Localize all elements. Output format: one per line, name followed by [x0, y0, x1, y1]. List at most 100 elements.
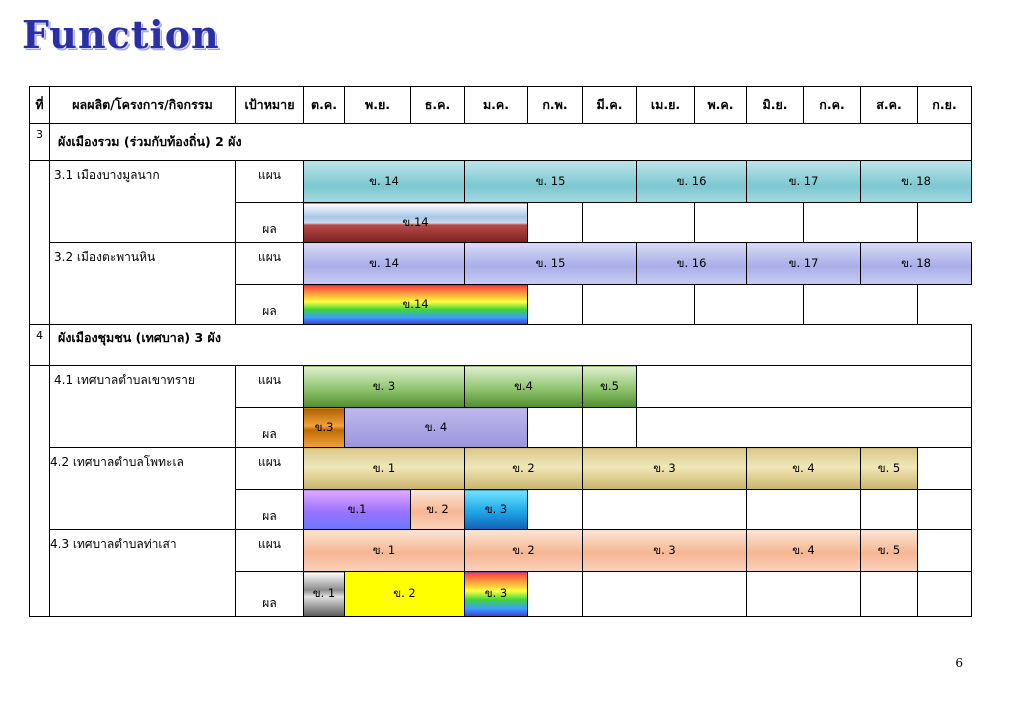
result-bar: ข.1	[303, 489, 411, 530]
page-number: 6	[955, 656, 963, 670]
result-bar: ข. 2	[344, 571, 465, 617]
plan-row: 4.2 เทศบาลตำบลโพทะเล แผน ข. 1 ข. 2 ข. 3 …	[30, 447, 972, 490]
item-name: 3.1 เมืองบางมูลนาก	[49, 160, 236, 203]
section-title: ผังเมืองรวม (ร่วมกับท้องถิ่น) 2 ผัง	[49, 123, 972, 161]
result-bar: ข.14	[303, 202, 528, 243]
item-name: 3.2 เมืองตะพานหิน	[49, 242, 236, 285]
plan-bar: ข. 2	[464, 529, 583, 572]
header-month: พ.ค.	[694, 86, 747, 124]
section-title: ผังเมืองชุมชน (เทศบาล) 3 ผัง	[49, 324, 972, 366]
empty-cell	[636, 407, 972, 448]
page-title: Function	[22, 12, 220, 57]
plan-row: 3.2 เมืองตะพานหิน แผน ข. 14 ข. 15 ข. 16 …	[30, 242, 972, 285]
result-row: ผล ข.3 ข. 4	[30, 407, 972, 448]
header-month: ส.ค.	[860, 86, 918, 124]
header-month: ก.พ.	[527, 86, 583, 124]
empty-cell	[860, 489, 918, 530]
header-no: ที่	[29, 86, 50, 124]
result-bar: ข. 2	[410, 489, 465, 530]
plan-bar: ข. 1	[303, 529, 465, 572]
result-row: ผล ข. 1 ข. 2 ข. 3	[30, 571, 972, 617]
plan-bar: ข. 17	[746, 242, 861, 285]
plan-row: 3.1 เมืองบางมูลนาก แผน ข. 14 ข. 15 ข. 16…	[29, 160, 972, 325]
result-label: ผล	[235, 284, 304, 325]
row-number-cell	[29, 365, 50, 617]
plan-label: แผน	[235, 447, 304, 490]
header-month: ต.ค.	[303, 86, 345, 124]
header-month: มิ.ย.	[746, 86, 804, 124]
plan-bar: ข. 3	[582, 447, 747, 490]
result-label: ผล	[235, 489, 304, 530]
plan-bar: ข. 16	[636, 160, 747, 203]
empty-cell	[582, 571, 747, 617]
empty-cell	[803, 202, 918, 243]
plan-bar: ข. 4	[746, 447, 861, 490]
plan-bar: ข. 5	[860, 529, 918, 572]
plan-bar: ข. 5	[860, 447, 918, 490]
plan-row: 4.3 เทศบาลตำบลท่าเสา แผน ข. 1 ข. 2 ข. 3 …	[30, 529, 972, 572]
empty-cell	[582, 284, 695, 325]
empty-cell	[917, 529, 972, 572]
header-month: เม.ย.	[636, 86, 695, 124]
empty-cell	[527, 489, 583, 530]
plan-bar: ข. 1	[303, 447, 465, 490]
section-number: 3	[29, 123, 50, 161]
empty-cell	[582, 489, 747, 530]
plan-label: แผน	[235, 365, 304, 408]
plan-bar: ข. 14	[303, 160, 465, 203]
empty-cell	[694, 284, 804, 325]
header-target: เป้าหมาย	[235, 86, 304, 124]
plan-label: แผน	[235, 242, 304, 285]
empty-cell	[582, 202, 695, 243]
plan-bar: ข. 16	[636, 242, 747, 285]
empty-cell	[527, 284, 583, 325]
header-month: ธ.ค.	[410, 86, 465, 124]
plan-bar: ข. 15	[464, 242, 637, 285]
plan-label: แผน	[235, 529, 304, 572]
empty-cell	[746, 571, 861, 617]
empty-cell	[527, 571, 583, 617]
empty-cell	[803, 284, 918, 325]
empty-cell	[636, 365, 972, 408]
plan-bar: ข. 3	[582, 529, 747, 572]
header-row: ที่ ผลผลิต/โครงการ/กิจกรรม เป้าหมาย ต.ค.…	[29, 86, 972, 124]
header-month: พ.ย.	[344, 86, 411, 124]
result-row: ผล ข.14	[30, 202, 972, 243]
empty-cell	[917, 489, 972, 530]
result-bar: ข. 3	[464, 489, 528, 530]
empty-cell	[527, 407, 583, 448]
empty-cell	[746, 489, 861, 530]
plan-label: แผน	[235, 160, 304, 203]
header-month: ก.ย.	[917, 86, 972, 124]
plan-bar: ข. 17	[746, 160, 861, 203]
plan-bar: ข. 14	[303, 242, 465, 285]
plan-bar: ข.5	[582, 365, 637, 408]
empty-cell	[917, 447, 972, 490]
empty-cell	[527, 202, 583, 243]
plan-bar: ข. 3	[303, 365, 465, 408]
result-bar: ข. 1	[303, 571, 345, 617]
empty-cell	[694, 202, 804, 243]
empty-cell	[917, 571, 972, 617]
plan-bar: ข. 2	[464, 447, 583, 490]
result-bar: ข.3	[303, 407, 345, 448]
item-name-cont	[49, 284, 236, 325]
result-bar: ข. 4	[344, 407, 528, 448]
result-row: ผล ข.14	[30, 284, 972, 325]
schedule-table: ที่ ผลผลิต/โครงการ/กิจกรรม เป้าหมาย ต.ค.…	[29, 86, 972, 617]
result-row: ผล ข.1 ข. 2 ข. 3	[30, 489, 972, 530]
section-row: 4 ผังเมืองชุมชน (เทศบาล) 3 ผัง	[29, 324, 972, 366]
item-name: 4.1 เทศบาลตำบลเขาทราย	[49, 365, 236, 408]
plan-bar: ข. 18	[860, 242, 972, 285]
item-name: 4.3 เทศบาลตำบลท่าเสา	[49, 529, 236, 572]
result-label: ผล	[235, 202, 304, 243]
plan-bar: ข.4	[464, 365, 583, 408]
header-month: ก.ค.	[803, 86, 861, 124]
plan-bar: ข. 4	[746, 529, 861, 572]
result-label: ผล	[235, 571, 304, 617]
header-item: ผลผลิต/โครงการ/กิจกรรม	[49, 86, 236, 124]
result-bar: ข.14	[303, 284, 528, 325]
row-number-cell	[29, 160, 50, 325]
plan-bar: ข. 18	[860, 160, 972, 203]
item-name-cont	[49, 571, 236, 617]
